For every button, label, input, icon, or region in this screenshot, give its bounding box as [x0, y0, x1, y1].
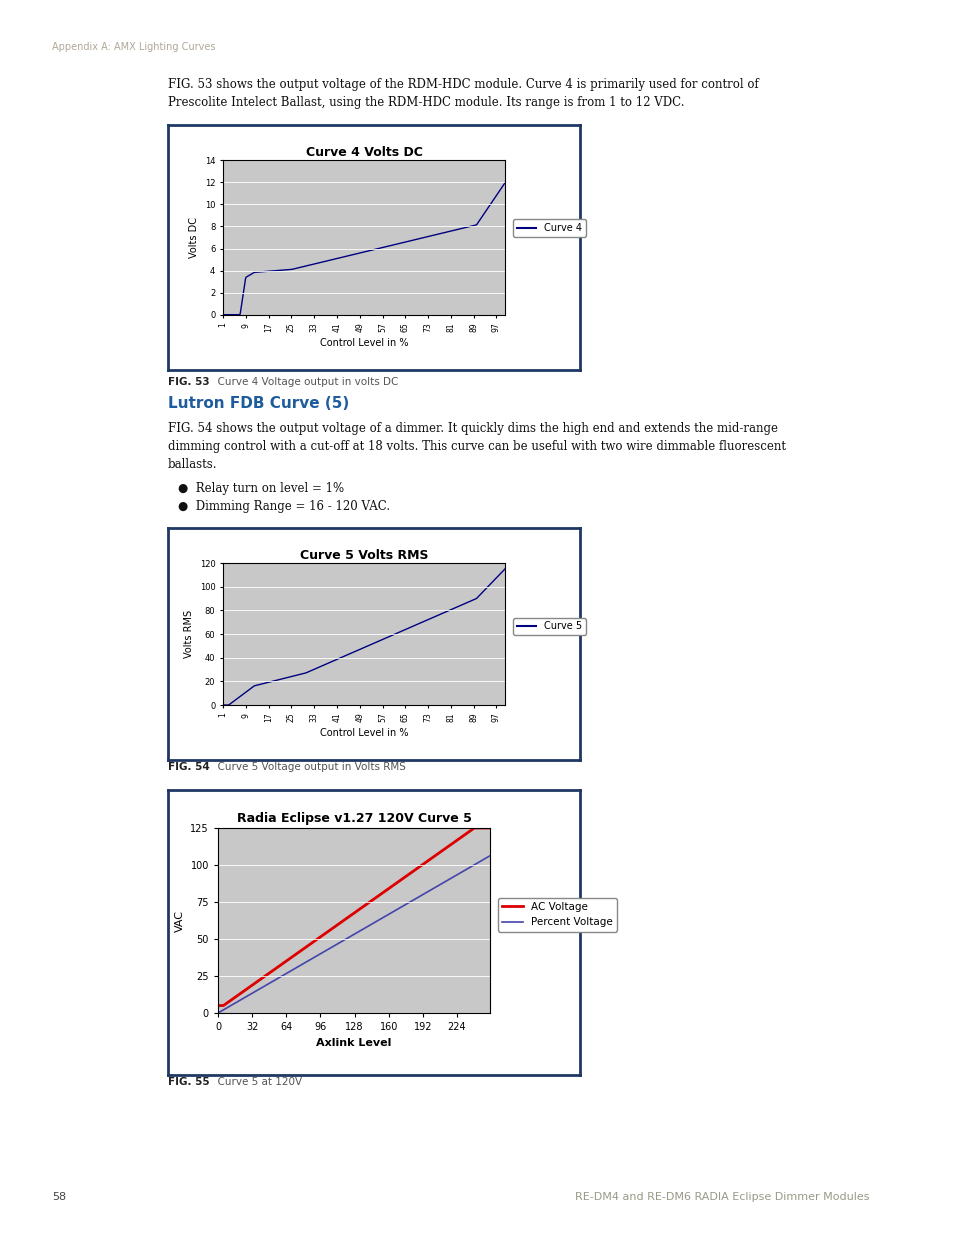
Legend: Curve 4: Curve 4 [512, 219, 585, 237]
X-axis label: Axlink Level: Axlink Level [316, 1037, 392, 1047]
Text: 58: 58 [52, 1192, 66, 1202]
Text: dimming control with a cut-off at 18 volts. This curve can be useful with two wi: dimming control with a cut-off at 18 vol… [168, 440, 785, 453]
Text: FIG. 54: FIG. 54 [168, 762, 210, 772]
Title: Curve 4 Volts DC: Curve 4 Volts DC [305, 146, 422, 159]
Y-axis label: Volts DC: Volts DC [189, 217, 199, 258]
Text: FIG. 53: FIG. 53 [168, 377, 210, 387]
Text: RE-DM4 and RE-DM6 RADIA Eclipse Dimmer Modules: RE-DM4 and RE-DM6 RADIA Eclipse Dimmer M… [575, 1192, 869, 1202]
Text: Lutron FDB Curve (5): Lutron FDB Curve (5) [168, 396, 349, 411]
Title: Radia Eclipse v1.27 120V Curve 5: Radia Eclipse v1.27 120V Curve 5 [236, 813, 471, 825]
Y-axis label: VAC: VAC [174, 909, 185, 931]
Text: ●  Relay turn on level = 1%: ● Relay turn on level = 1% [178, 482, 344, 495]
Text: FIG. 53 shows the output voltage of the RDM-HDC module. Curve 4 is primarily use: FIG. 53 shows the output voltage of the … [168, 78, 758, 91]
Text: Curve 5 Voltage output in Volts RMS: Curve 5 Voltage output in Volts RMS [211, 762, 405, 772]
X-axis label: Control Level in %: Control Level in % [319, 338, 408, 348]
Title: Curve 5 Volts RMS: Curve 5 Volts RMS [299, 548, 428, 562]
Y-axis label: Volts RMS: Volts RMS [184, 610, 193, 658]
Text: Appendix A: AMX Lighting Curves: Appendix A: AMX Lighting Curves [52, 42, 215, 52]
Text: ballasts.: ballasts. [168, 458, 217, 471]
Text: ●  Dimming Range = 16 - 120 VAC.: ● Dimming Range = 16 - 120 VAC. [178, 500, 390, 513]
Legend: Curve 5: Curve 5 [512, 618, 585, 635]
Text: Curve 5 at 120V: Curve 5 at 120V [211, 1077, 302, 1087]
X-axis label: Control Level in %: Control Level in % [319, 727, 408, 739]
Text: FIG. 54 shows the output voltage of a dimmer. It quickly dims the high end and e: FIG. 54 shows the output voltage of a di… [168, 422, 778, 435]
Legend: AC Voltage, Percent Voltage: AC Voltage, Percent Voltage [497, 898, 617, 931]
Text: FIG. 55: FIG. 55 [168, 1077, 210, 1087]
Text: Curve 4 Voltage output in volts DC: Curve 4 Voltage output in volts DC [211, 377, 398, 387]
Text: Prescolite Intelect Ballast, using the RDM-HDC module. Its range is from 1 to 12: Prescolite Intelect Ballast, using the R… [168, 96, 684, 109]
